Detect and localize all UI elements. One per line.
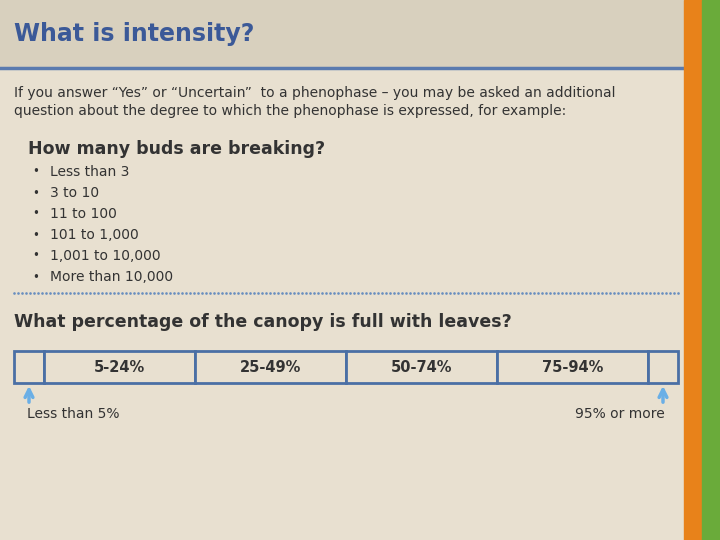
Bar — [0, 0, 684, 68]
Bar — [14, 351, 44, 383]
Text: What is intensity?: What is intensity? — [14, 22, 254, 46]
Text: •: • — [32, 165, 39, 179]
Text: 11 to 100: 11 to 100 — [50, 207, 117, 221]
Text: 95% or more: 95% or more — [575, 407, 665, 421]
Text: •: • — [32, 249, 39, 262]
Text: 101 to 1,000: 101 to 1,000 — [50, 228, 139, 242]
Bar — [346, 351, 497, 383]
Bar — [195, 351, 346, 383]
Text: More than 10,000: More than 10,000 — [50, 270, 173, 284]
Bar — [684, 0, 702, 540]
Text: 5-24%: 5-24% — [94, 360, 145, 375]
Text: •: • — [32, 186, 39, 199]
Text: •: • — [32, 207, 39, 220]
Text: •: • — [32, 228, 39, 241]
Bar — [648, 351, 678, 383]
Text: 1,001 to 10,000: 1,001 to 10,000 — [50, 249, 161, 263]
Text: If you answer “Yes” or “Uncertain”  to a phenophase – you may be asked an additi: If you answer “Yes” or “Uncertain” to a … — [14, 86, 616, 100]
Text: Less than 5%: Less than 5% — [27, 407, 120, 421]
Bar — [702, 0, 720, 540]
Text: 75-94%: 75-94% — [542, 360, 603, 375]
Text: What percentage of the canopy is full with leaves?: What percentage of the canopy is full wi… — [14, 313, 512, 331]
Text: 25-49%: 25-49% — [240, 360, 301, 375]
Bar — [44, 351, 195, 383]
Text: question about the degree to which the phenophase is expressed, for example:: question about the degree to which the p… — [14, 104, 566, 118]
Text: How many buds are breaking?: How many buds are breaking? — [28, 140, 325, 158]
Text: Less than 3: Less than 3 — [50, 165, 130, 179]
Text: •: • — [32, 271, 39, 284]
Bar — [497, 351, 648, 383]
Text: 3 to 10: 3 to 10 — [50, 186, 99, 200]
Text: 50-74%: 50-74% — [391, 360, 452, 375]
